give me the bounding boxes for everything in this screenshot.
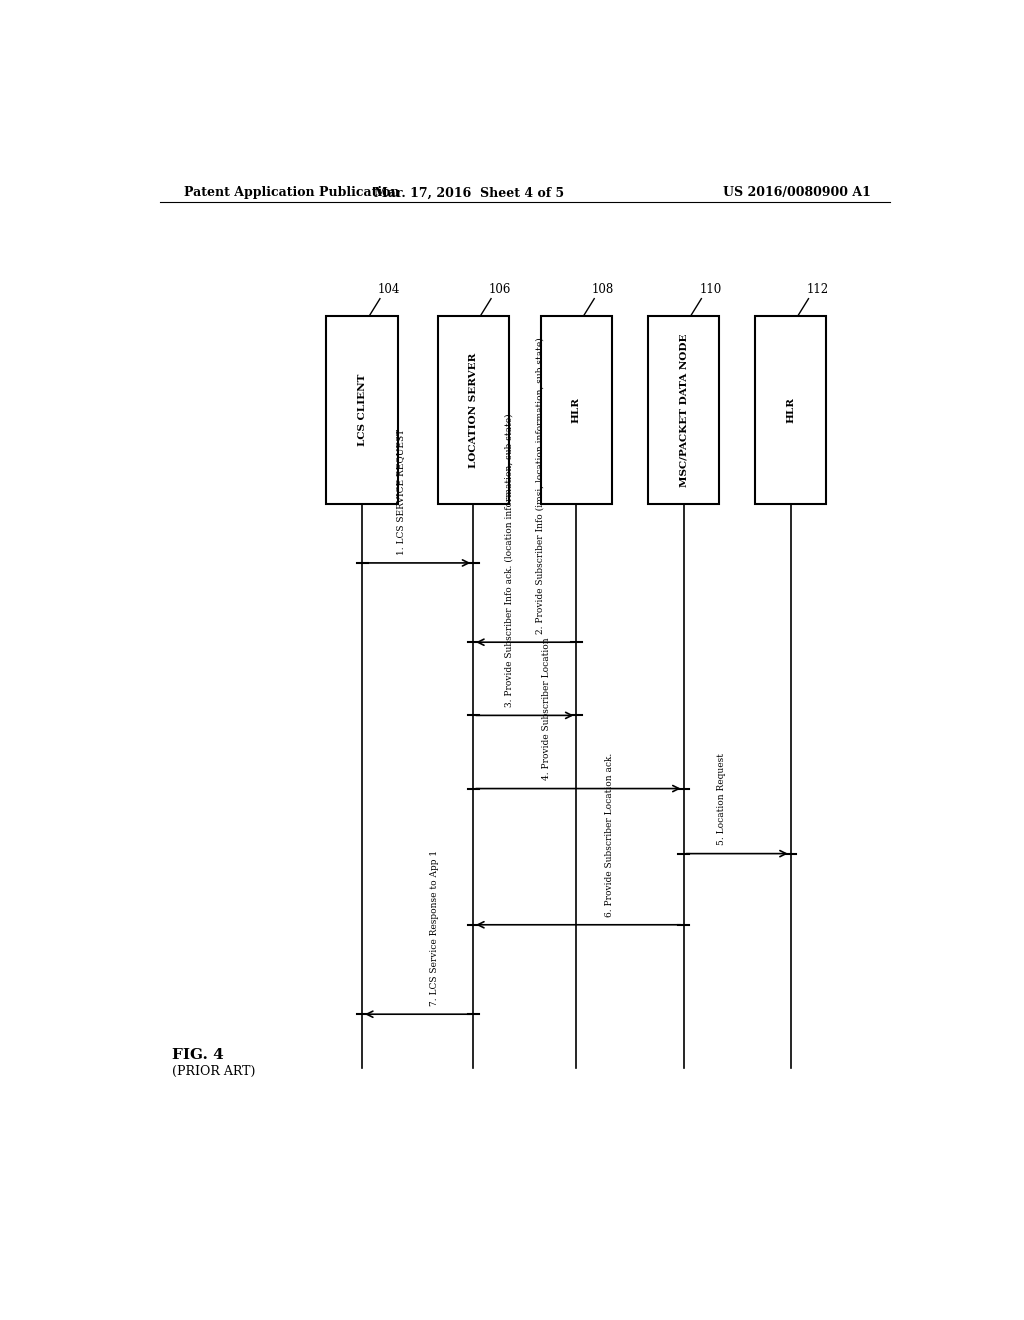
Text: (PRIOR ART): (PRIOR ART) bbox=[172, 1065, 255, 1077]
Text: HLR: HLR bbox=[571, 397, 581, 422]
Text: LOCATION SERVER: LOCATION SERVER bbox=[469, 352, 478, 467]
Text: 106: 106 bbox=[488, 282, 511, 296]
Text: FIG. 4: FIG. 4 bbox=[172, 1048, 223, 1061]
Text: 7. LCS Service Response to App 1: 7. LCS Service Response to App 1 bbox=[430, 850, 439, 1006]
Text: 5. Location Request: 5. Location Request bbox=[717, 754, 726, 846]
Text: 112: 112 bbox=[806, 282, 828, 296]
Text: 3. Provide Subscriber Info ack. (location information, sub state): 3. Provide Subscriber Info ack. (locatio… bbox=[505, 413, 514, 708]
Text: 4. Provide Subscriber Location: 4. Provide Subscriber Location bbox=[543, 638, 551, 780]
Text: MSC/PACKET DATA NODE: MSC/PACKET DATA NODE bbox=[679, 333, 688, 487]
Text: 104: 104 bbox=[378, 282, 400, 296]
Bar bbox=[755, 315, 826, 504]
Text: Patent Application Publication: Patent Application Publication bbox=[183, 186, 399, 199]
Bar bbox=[648, 315, 719, 504]
Text: 108: 108 bbox=[592, 282, 614, 296]
Text: LCS CLIENT: LCS CLIENT bbox=[357, 374, 367, 446]
Bar bbox=[437, 315, 509, 504]
Bar bbox=[541, 315, 612, 504]
Text: US 2016/0080900 A1: US 2016/0080900 A1 bbox=[723, 186, 871, 199]
Text: 110: 110 bbox=[699, 282, 722, 296]
Text: 2. Provide Subscriber Info (imsi, location information, sub state): 2. Provide Subscriber Info (imsi, locati… bbox=[536, 338, 545, 634]
Text: 1. LCS SERVICE REQUEST: 1. LCS SERVICE REQUEST bbox=[396, 429, 406, 554]
Text: HLR: HLR bbox=[786, 397, 796, 422]
Bar bbox=[327, 315, 397, 504]
Text: Mar. 17, 2016  Sheet 4 of 5: Mar. 17, 2016 Sheet 4 of 5 bbox=[374, 186, 564, 199]
Text: 6. Provide Subscriber Location ack.: 6. Provide Subscriber Location ack. bbox=[605, 752, 614, 916]
